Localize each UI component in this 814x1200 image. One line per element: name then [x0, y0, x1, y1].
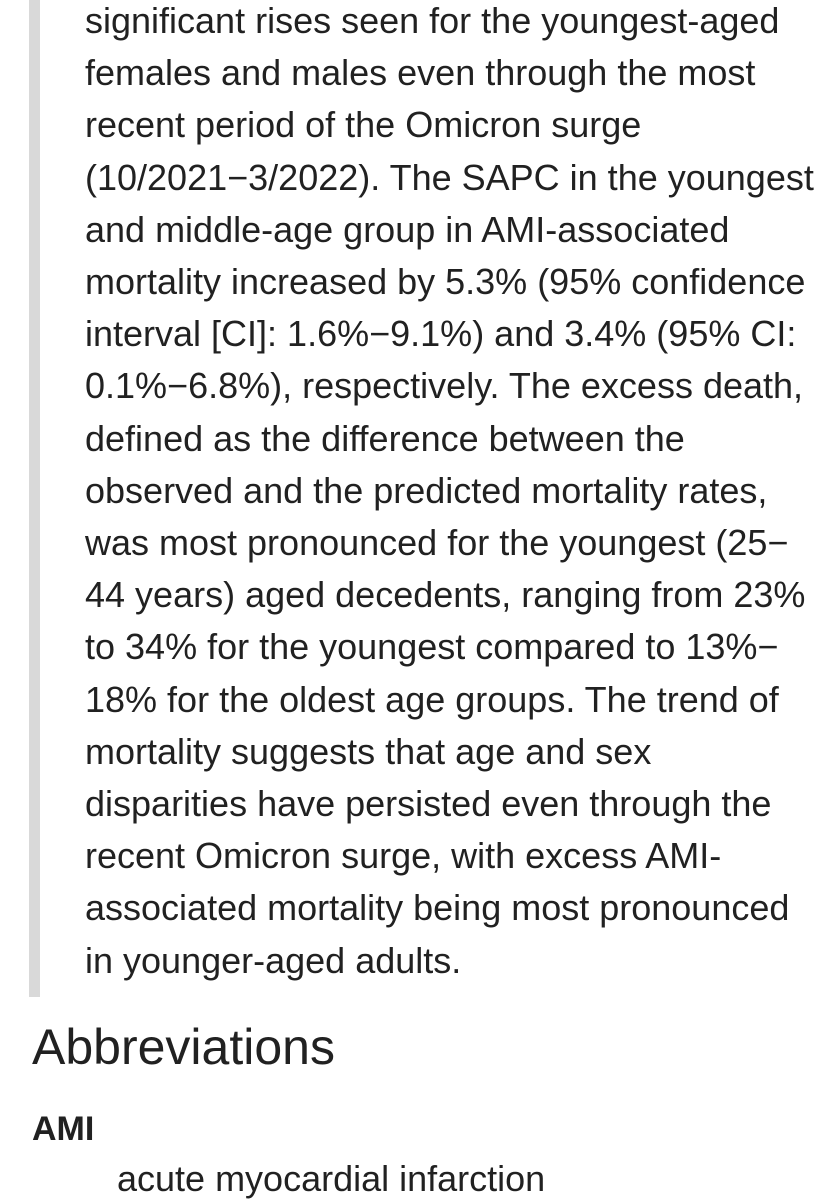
abstract-quote-block: significant rises seen for the youngest-…: [29, 0, 814, 997]
abbreviation-definition: acute myocardial infarction: [117, 1157, 546, 1199]
quote-indent-bar: [29, 0, 40, 997]
abbreviations-heading: Abbreviations: [32, 1018, 335, 1075]
abbreviations-list: AMI acute myocardial infarction: [32, 1109, 814, 1200]
abbreviation-term: AMI: [32, 1109, 95, 1148]
abbreviations-section: Abbreviations AMI acute myocardial infar…: [32, 1017, 814, 1200]
abstract-paragraph: significant rises seen for the youngest-…: [85, 0, 814, 981]
